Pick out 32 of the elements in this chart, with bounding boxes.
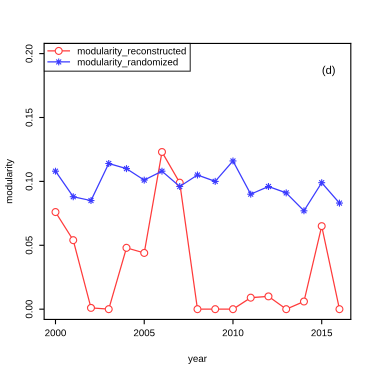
- x-tick-label: 2010: [222, 329, 244, 336]
- y-tick-label: 0.20: [26, 44, 32, 63]
- point: [122, 244, 131, 252]
- annotation: (d): [322, 66, 335, 76]
- point: [264, 292, 272, 300]
- legend-label: modularity_reconstructed: [78, 47, 186, 56]
- point: [318, 222, 326, 230]
- y-tick-label: 0.05: [26, 236, 32, 254]
- legend-label: modularity_randomized: [78, 58, 178, 68]
- x-tick-label: 2000: [45, 329, 66, 336]
- point: [211, 305, 220, 314]
- point: [228, 305, 237, 314]
- point: [193, 305, 202, 314]
- point: [104, 305, 113, 314]
- x-tick-label: 2015: [311, 329, 332, 336]
- y-tick-label: 0.00: [26, 300, 32, 318]
- point: [104, 159, 113, 168]
- y-tick-label: 0.15: [26, 108, 32, 127]
- y-axis-title: modularity: [5, 158, 14, 204]
- point: [86, 304, 96, 312]
- point: [176, 182, 184, 191]
- point: [51, 208, 60, 216]
- x-tick-label: 2005: [134, 329, 155, 336]
- point: [246, 294, 255, 302]
- point: [282, 305, 290, 314]
- y-tick-label: 0.10: [26, 172, 32, 190]
- point: [158, 148, 166, 156]
- x-axis-title: year: [188, 356, 207, 364]
- point: [140, 248, 148, 257]
- point: [300, 297, 308, 306]
- point: [335, 305, 344, 314]
- point: [69, 236, 78, 244]
